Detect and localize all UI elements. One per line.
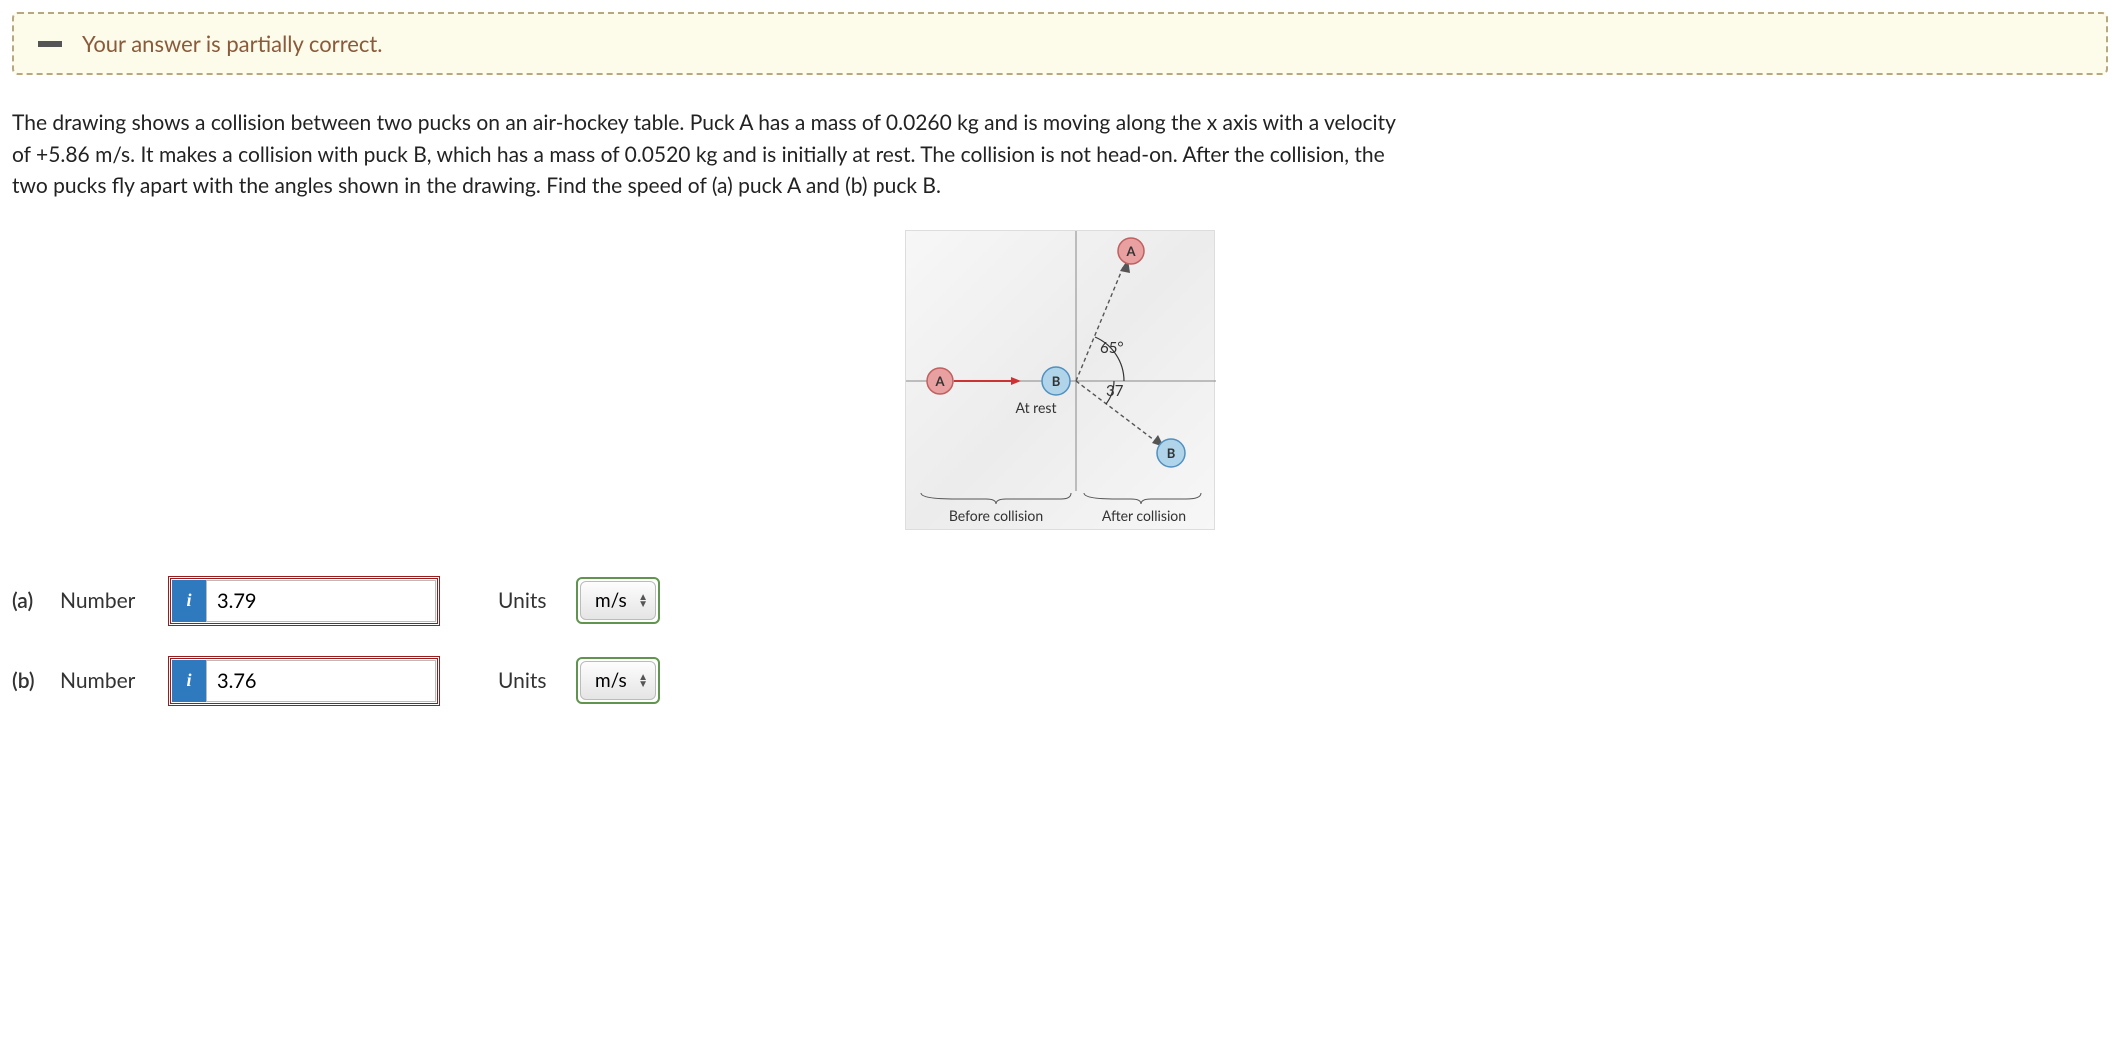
part-label-b: (b)	[12, 668, 42, 693]
feedback-text: Your answer is partially correct.	[82, 30, 382, 57]
svg-text:After collision: After collision	[1102, 507, 1186, 524]
number-input-wrap-b: i	[168, 656, 440, 706]
minus-icon	[38, 41, 62, 47]
info-icon[interactable]: i	[172, 660, 206, 702]
svg-text:B: B	[1052, 373, 1061, 389]
units-select-b[interactable]: m/s	[580, 661, 656, 700]
number-input-wrap-a: i	[168, 576, 440, 626]
units-select-wrap-a: m/s ▲▼	[576, 577, 660, 624]
svg-text:Before collision: Before collision	[949, 507, 1043, 524]
collision-diagram: A B At rest A B 65° 37 Before collision	[905, 230, 1215, 530]
number-input-a[interactable]	[206, 580, 436, 622]
diagram-svg: A B At rest A B 65° 37 Before collision	[906, 231, 1216, 531]
units-select-wrap-b: m/s ▲▼	[576, 657, 660, 704]
feedback-banner: Your answer is partially correct.	[12, 12, 2108, 75]
svg-text:B: B	[1167, 445, 1176, 461]
question-text: The drawing shows a collision between tw…	[12, 107, 1412, 202]
info-icon[interactable]: i	[172, 580, 206, 622]
units-label-a: Units	[498, 588, 558, 613]
svg-text:A: A	[934, 373, 945, 389]
units-label-b: Units	[498, 668, 558, 693]
svg-text:37: 37	[1106, 382, 1124, 400]
number-input-b[interactable]	[206, 660, 436, 702]
number-label-b: Number	[60, 668, 150, 693]
units-select-a[interactable]: m/s	[580, 581, 656, 620]
answer-row-a: (a) Number i Units m/s ▲▼	[12, 576, 2108, 626]
number-label-a: Number	[60, 588, 150, 613]
svg-text:65°: 65°	[1100, 339, 1124, 357]
diagram-container: A B At rest A B 65° 37 Before collision	[12, 230, 2108, 536]
part-label-a: (a)	[12, 588, 42, 613]
svg-text:At rest: At rest	[1016, 399, 1057, 416]
svg-text:A: A	[1125, 243, 1136, 259]
answer-row-b: (b) Number i Units m/s ▲▼	[12, 656, 2108, 706]
